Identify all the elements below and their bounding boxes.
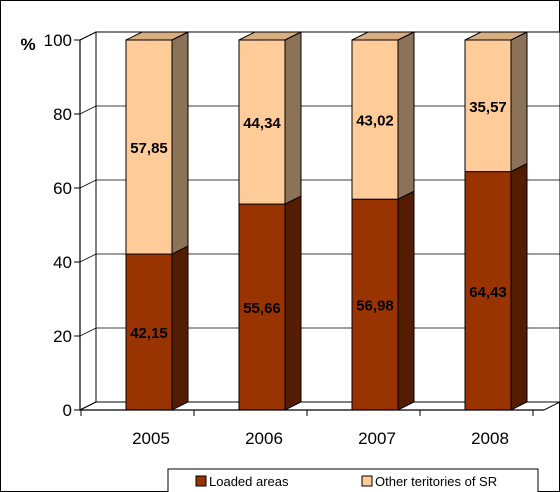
side-wall — [79, 31, 97, 411]
bar-segment — [351, 31, 415, 200]
bar-top — [351, 31, 415, 41]
y-axis-label: % — [20, 35, 35, 54]
x-axis: 2005 2006 2007 2008 — [80, 409, 544, 448]
x-tick-label: 2005 — [132, 429, 170, 448]
x-tick-label: 2008 — [471, 429, 509, 448]
bar-side — [171, 31, 189, 255]
bar-segment — [351, 190, 415, 411]
bar-segment — [238, 31, 302, 205]
legend-swatch — [195, 475, 207, 487]
legend-box — [167, 468, 539, 492]
data-label: 64,43 — [469, 284, 507, 301]
y-axis: 0 20 40 60 80 100 — [44, 31, 81, 420]
data-label: 43,02 — [356, 113, 394, 130]
bar-segment — [464, 162, 528, 411]
bar-segment — [238, 195, 302, 411]
bar-side — [510, 31, 528, 173]
legend-label: Other teritories of SR — [375, 474, 497, 489]
y-tick-label: 0 — [63, 401, 72, 420]
data-label: 57,85 — [130, 140, 168, 157]
bar-top — [238, 31, 302, 41]
bar-front — [464, 39, 512, 173]
y-tick-label: 40 — [53, 253, 72, 272]
bar-segment — [125, 31, 189, 255]
bar-side — [284, 195, 302, 411]
y-tick-label: 60 — [53, 179, 72, 198]
x-tick-label: 2006 — [245, 429, 283, 448]
bar-side — [397, 31, 415, 200]
y-tick-label: 80 — [53, 105, 72, 124]
legend: Loaded areas Other teritories of SR — [167, 468, 539, 492]
bar-side — [171, 245, 189, 411]
bars: 42,15 57,85 55,66 44,34 56,98 43,02 64,43 35,57 — [125, 31, 528, 411]
bar-side — [397, 190, 415, 411]
bar-side — [284, 31, 302, 205]
data-label: 56,98 — [356, 298, 394, 315]
bar-front — [238, 39, 286, 205]
y-tick-label: 100 — [44, 31, 72, 50]
data-label: 35,57 — [469, 99, 507, 116]
data-label: 44,34 — [243, 115, 281, 132]
bar-front — [351, 39, 399, 200]
bar-top — [464, 31, 528, 41]
legend-swatch — [361, 475, 373, 487]
x-tick-label: 2007 — [358, 429, 396, 448]
bar-front — [464, 171, 512, 411]
bar-side — [510, 162, 528, 411]
legend-label: Loaded areas — [209, 474, 289, 489]
data-label: 55,66 — [243, 300, 281, 317]
bar-segment — [464, 31, 528, 173]
bar-top — [125, 31, 189, 41]
data-label: 42,15 — [130, 325, 168, 342]
y-tick-label: 20 — [53, 327, 72, 346]
